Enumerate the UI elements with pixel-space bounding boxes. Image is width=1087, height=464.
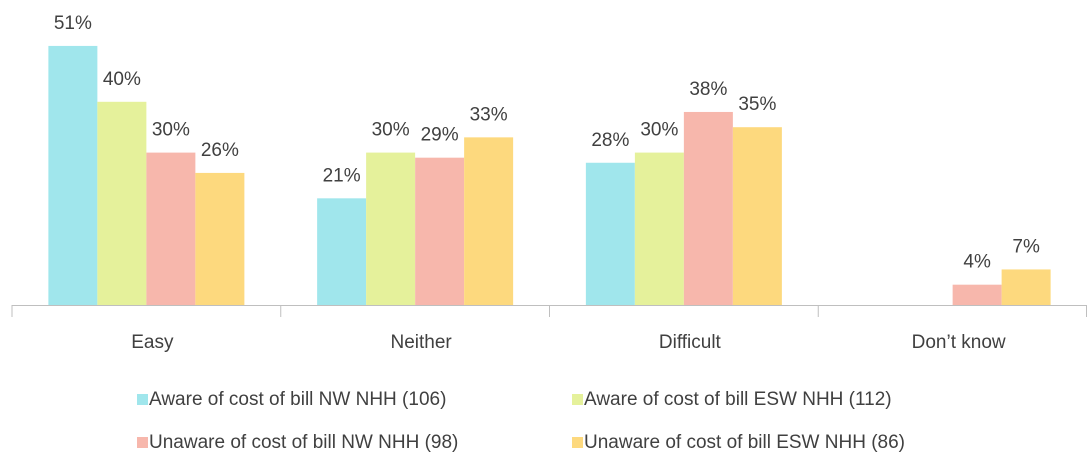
- bar: [97, 101, 147, 305]
- data-label: 38%: [689, 79, 727, 100]
- bar: [952, 284, 1002, 305]
- bar: [464, 137, 514, 305]
- data-label: 21%: [323, 165, 361, 186]
- data-label: 30%: [372, 120, 410, 141]
- data-label: 40%: [103, 69, 141, 90]
- x-tick-label: Difficult: [659, 332, 722, 353]
- x-tick-label: Don’t know: [912, 332, 1006, 353]
- x-tick-label: Easy: [131, 332, 174, 353]
- bar: [48, 45, 98, 306]
- bar: [732, 127, 782, 305]
- bar: [146, 152, 196, 305]
- legend-label: Aware of cost of bill NW NHH (106): [149, 389, 446, 410]
- bar: [317, 198, 367, 305]
- data-label: 51%: [54, 13, 92, 34]
- legend-swatch: [572, 394, 583, 405]
- legend-label: Unaware of cost of bill ESW NHH (86): [584, 432, 905, 453]
- legend-swatch: [572, 437, 583, 448]
- data-label: 30%: [152, 120, 190, 141]
- bar: [634, 152, 684, 305]
- x-tick-label: Neither: [391, 332, 453, 353]
- legend-swatch: [137, 394, 148, 405]
- legend-label: Unaware of cost of bill NW NHH (98): [149, 432, 458, 453]
- data-label: 33%: [470, 104, 508, 125]
- data-label: 26%: [201, 140, 239, 161]
- legend-label: Aware of cost of bill ESW NHH (112): [584, 389, 892, 410]
- data-label: 7%: [1012, 236, 1040, 257]
- bar: [683, 111, 733, 306]
- data-label: 29%: [421, 125, 459, 146]
- data-label: 30%: [640, 120, 678, 141]
- bar: [195, 172, 245, 305]
- bar: [366, 152, 416, 305]
- data-label: 4%: [963, 252, 991, 273]
- data-label: 35%: [738, 94, 776, 115]
- legend-swatch: [137, 437, 148, 448]
- bar: [415, 157, 465, 305]
- bar: [1001, 269, 1051, 305]
- bar: [585, 162, 635, 305]
- data-label: 28%: [591, 130, 629, 151]
